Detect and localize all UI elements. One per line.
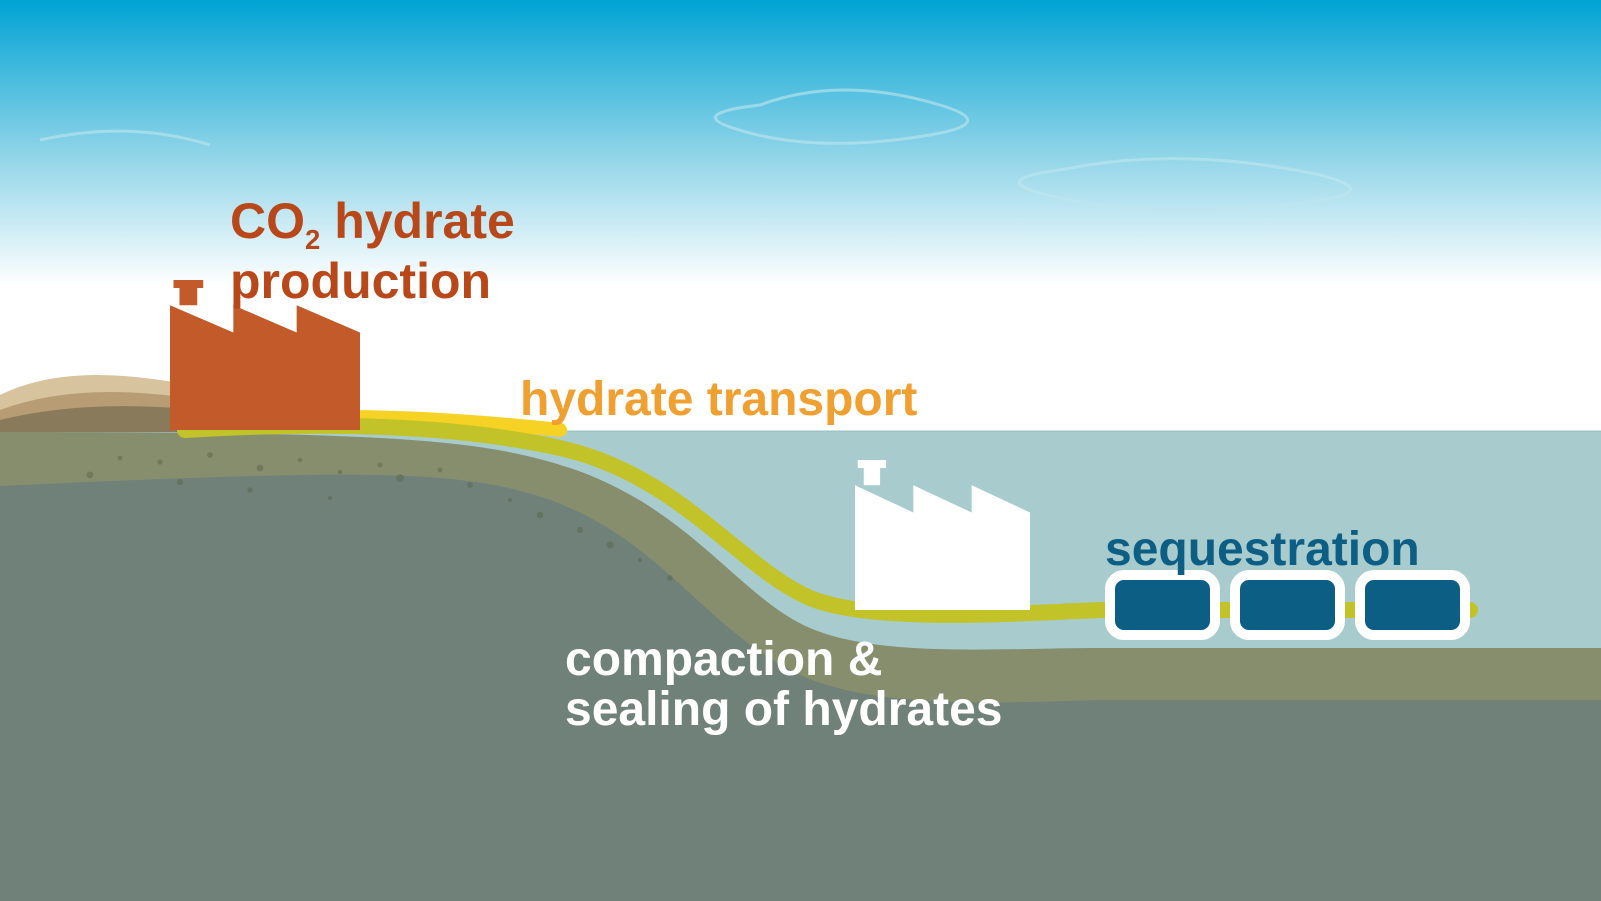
label-transport: hydrate transport xyxy=(520,375,917,425)
diagram-stage: CO2 hydrateproduction hydrate transport … xyxy=(0,0,1601,901)
sequestration-containers xyxy=(1110,575,1465,635)
label-compaction: compaction &sealing of hydrates xyxy=(565,635,1002,736)
label-production: CO2 hydrateproduction xyxy=(230,195,515,307)
scene-svg xyxy=(0,0,1601,901)
label-sequestration: sequestration xyxy=(1105,525,1420,575)
